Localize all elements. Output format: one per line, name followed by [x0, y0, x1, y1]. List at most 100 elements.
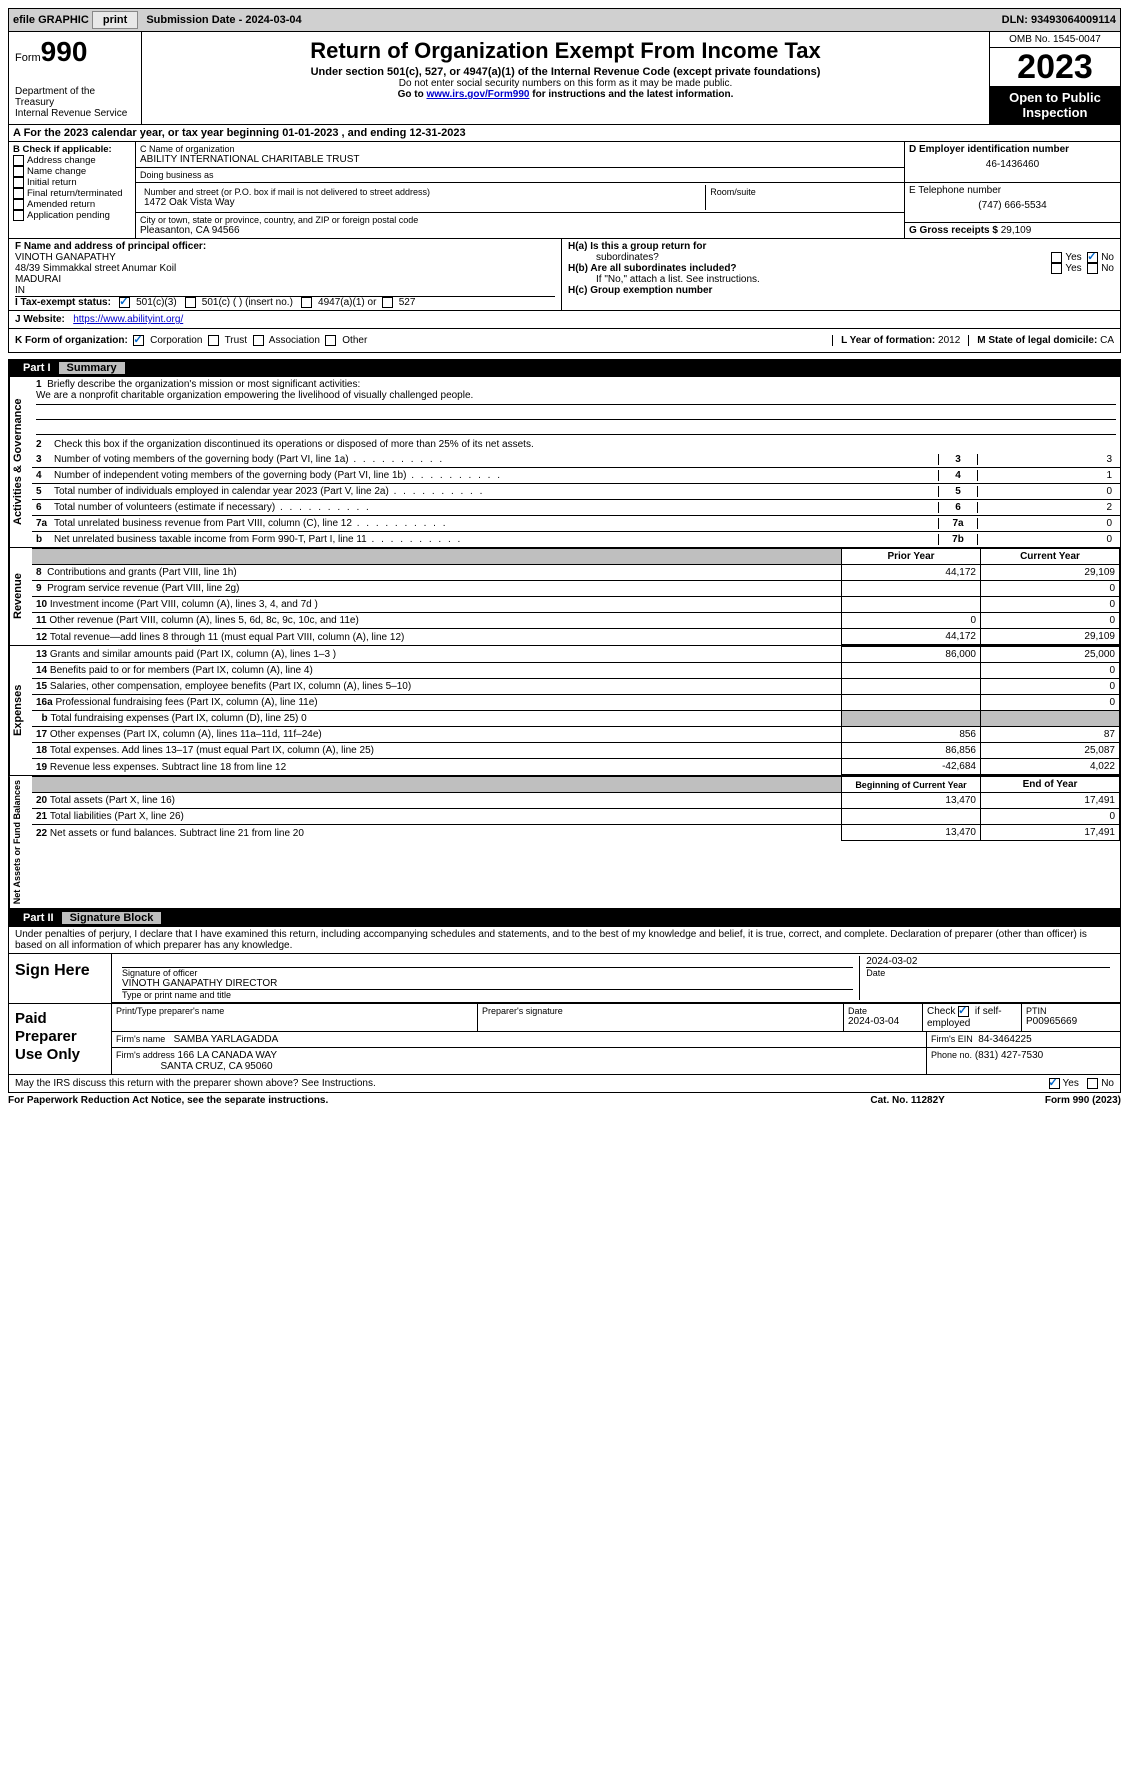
part-i-header: Part I Summary [8, 359, 1121, 377]
expenses-section: Expenses 13 Grants and similar amounts p… [8, 646, 1121, 776]
discuss-yes-checkbox[interactable] [1049, 1078, 1060, 1089]
501c-checkbox[interactable] [185, 297, 196, 308]
website-row: J Website: https://www.abilityint.org/ [8, 311, 1121, 329]
officer-addr2: MADURAI [15, 274, 555, 285]
firm-phone: (831) 427-7530 [975, 1050, 1043, 1061]
open-public: Open to Public Inspection [990, 86, 1120, 124]
part-ii-header: Part II Signature Block [8, 909, 1121, 927]
line22-py: 13,470 [842, 825, 981, 841]
527-checkbox[interactable] [382, 297, 393, 308]
footer: For Paperwork Reduction Act Notice, see … [8, 1093, 1121, 1108]
dln: DLN: 93493064009114 [1002, 14, 1116, 26]
line20-cy: 17,491 [981, 793, 1120, 809]
gross-receipts: 29,109 [1001, 225, 1032, 236]
form-number: Form990 [15, 36, 135, 68]
discuss-line: May the IRS discuss this return with the… [8, 1075, 1121, 1093]
line3-val: 3 [977, 454, 1116, 465]
efile-label: efile GRAPHIC [13, 14, 89, 26]
top-bar: efile GRAPHIC print Submission Date - 20… [8, 8, 1121, 32]
firm-ein: 84-3464225 [978, 1034, 1031, 1045]
hb-yes-checkbox[interactable] [1051, 263, 1062, 274]
org-name: ABILITY INTERNATIONAL CHARITABLE TRUST [140, 154, 900, 165]
officer-addr3: IN [15, 285, 555, 296]
print-button[interactable]: print [92, 11, 138, 29]
assoc-checkbox[interactable] [253, 335, 264, 346]
pra-notice: For Paperwork Reduction Act Notice, see … [8, 1095, 328, 1106]
perjury-declaration: Under penalties of perjury, I declare th… [9, 927, 1120, 954]
ha-yes-checkbox[interactable] [1051, 252, 1062, 263]
hb-no-checkbox[interactable] [1087, 263, 1098, 274]
firm-addr1: 166 LA CANADA WAY [178, 1050, 278, 1061]
line12-cy: 29,109 [981, 629, 1120, 645]
line6-val: 2 [977, 502, 1116, 513]
sign-here-label: Sign Here [9, 954, 112, 1003]
self-emp-checkbox[interactable] [958, 1006, 969, 1017]
mission-text: We are a nonprofit charitable organizati… [36, 390, 1116, 405]
ha-no-checkbox[interactable] [1087, 252, 1098, 263]
ptin: P00965669 [1026, 1016, 1116, 1027]
tax-year: 2023 [990, 48, 1120, 86]
discuss-no-checkbox[interactable] [1087, 1078, 1098, 1089]
revenue-section: Revenue Prior YearCurrent Year 8 Contrib… [8, 548, 1121, 646]
year-formation: 2012 [938, 335, 960, 346]
line7a-val: 0 [977, 518, 1116, 529]
officer-addr1: 48/39 Simmakkal street Anumar Koil [15, 263, 555, 274]
name-change-checkbox[interactable] [13, 166, 24, 177]
website-link[interactable]: https://www.abilityint.org/ [73, 314, 183, 325]
paid-preparer-label: Paid Preparer Use Only [9, 1004, 112, 1073]
4947-checkbox[interactable] [301, 297, 312, 308]
phone: (747) 666-5534 [909, 196, 1116, 211]
initial-return-checkbox[interactable] [13, 177, 24, 188]
form-footer: Form 990 (2023) [1045, 1095, 1121, 1106]
officer-group-row: F Name and address of principal officer:… [8, 239, 1121, 311]
line20-py: 13,470 [842, 793, 981, 809]
other-checkbox[interactable] [325, 335, 336, 346]
trust-checkbox[interactable] [208, 335, 219, 346]
line19-py: -42,684 [842, 759, 981, 775]
line13-py: 86,000 [842, 647, 981, 663]
line8-py: 44,172 [842, 565, 981, 581]
net-assets-section: Net Assets or Fund Balances Beginning of… [8, 776, 1121, 909]
line12-py: 44,172 [842, 629, 981, 645]
dept-treasury: Department of the Treasury Internal Reve… [15, 86, 135, 119]
irs-link[interactable]: www.irs.gov/Form990 [426, 89, 529, 100]
form-subtitle: Under section 501(c), 527, or 4947(a)(1)… [150, 66, 981, 78]
state-domicile: CA [1100, 335, 1114, 346]
line19-cy: 4,022 [981, 759, 1120, 775]
officer-name: VINOTH GANAPATHY [15, 252, 555, 263]
line5-val: 0 [977, 486, 1116, 497]
omb-number: OMB No. 1545-0047 [990, 32, 1120, 48]
501c3-checkbox[interactable] [119, 297, 130, 308]
line18-cy: 25,087 [981, 743, 1120, 759]
ein: 46-1436460 [909, 155, 1116, 170]
officer-signature: VINOTH GANAPATHY DIRECTOR [122, 978, 853, 989]
cat-no: Cat. No. 11282Y [870, 1095, 944, 1106]
street-address: 1472 Oak Vista Way [144, 197, 701, 208]
city-state-zip: Pleasanton, CA 94566 [140, 225, 900, 236]
col-b-checkboxes: B Check if applicable: Address change Na… [9, 142, 136, 238]
line7b-val: 0 [977, 534, 1116, 545]
app-pending-checkbox[interactable] [13, 210, 24, 221]
firm-addr2: SANTA CRUZ, CA 95060 [160, 1061, 272, 1072]
line22-cy: 17,491 [981, 825, 1120, 841]
amended-checkbox[interactable] [13, 199, 24, 210]
signature-block: Under penalties of perjury, I declare th… [8, 927, 1121, 1074]
org-info-grid: B Check if applicable: Address change Na… [8, 142, 1121, 239]
corp-checkbox[interactable] [133, 335, 144, 346]
submission-date: Submission Date - 2024-03-04 [146, 14, 301, 26]
prep-date: 2024-03-04 [848, 1016, 918, 1027]
line13-cy: 25,000 [981, 647, 1120, 663]
klm-row: K Form of organization: Corporation Trus… [8, 329, 1121, 353]
addr-change-checkbox[interactable] [13, 155, 24, 166]
line18-py: 86,856 [842, 743, 981, 759]
form-title: Return of Organization Exempt From Incom… [150, 38, 981, 64]
line4-val: 1 [977, 470, 1116, 481]
activities-governance: Activities & Governance 1 Briefly descri… [8, 377, 1121, 548]
line8-cy: 29,109 [981, 565, 1120, 581]
firm-name: SAMBA YARLAGADDA [174, 1034, 279, 1045]
form-header: Form990 Department of the Treasury Inter… [8, 32, 1121, 125]
ssn-note: Do not enter social security numbers on … [150, 78, 981, 89]
row-a-tax-year: A For the 2023 calendar year, or tax yea… [8, 125, 1121, 142]
final-return-checkbox[interactable] [13, 188, 24, 199]
goto-note: Go to www.irs.gov/Form990 for instructio… [150, 89, 981, 100]
